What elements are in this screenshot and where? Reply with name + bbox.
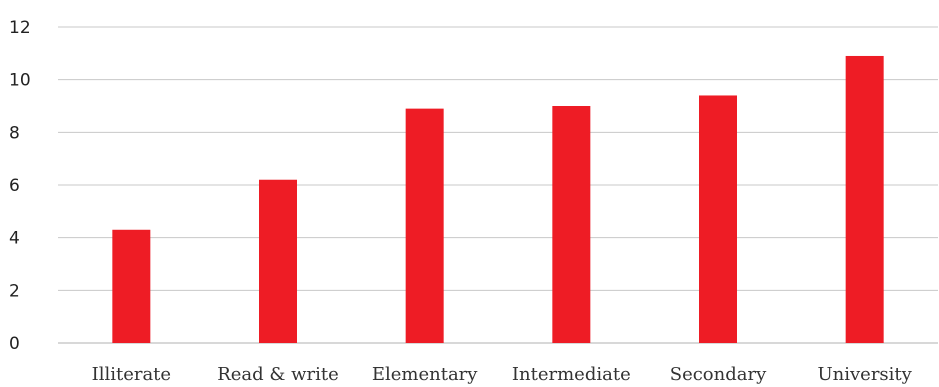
x-category-label: Intermediate [512,364,631,385]
y-tick-label: 8 [9,123,20,143]
bar [552,106,591,343]
bar [112,229,151,343]
y-axis-tick-labels: 0 2 4 6 8 10 12 [9,18,31,354]
y-tick-label: 10 [9,71,31,91]
x-category-label: University [817,364,912,385]
bars [112,55,884,343]
x-axis-category-labels: Illiterate Read & write Elementary Intermed… [92,364,913,385]
y-tick-label: 6 [9,176,20,196]
y-tick-label: 12 [9,18,31,38]
bar [405,108,444,343]
x-category-label: Read & write [217,364,339,385]
y-tick-label: 2 [9,281,20,301]
bar [699,95,737,343]
x-category-label: Secondary [670,364,767,385]
bar [259,179,297,343]
y-tick-label: 4 [9,229,20,249]
y-tick-label: 0 [9,334,20,354]
gridlines [58,26,938,344]
x-category-label: Illiterate [92,364,172,385]
x-category-label: Elementary [372,364,478,385]
bar [845,55,884,343]
